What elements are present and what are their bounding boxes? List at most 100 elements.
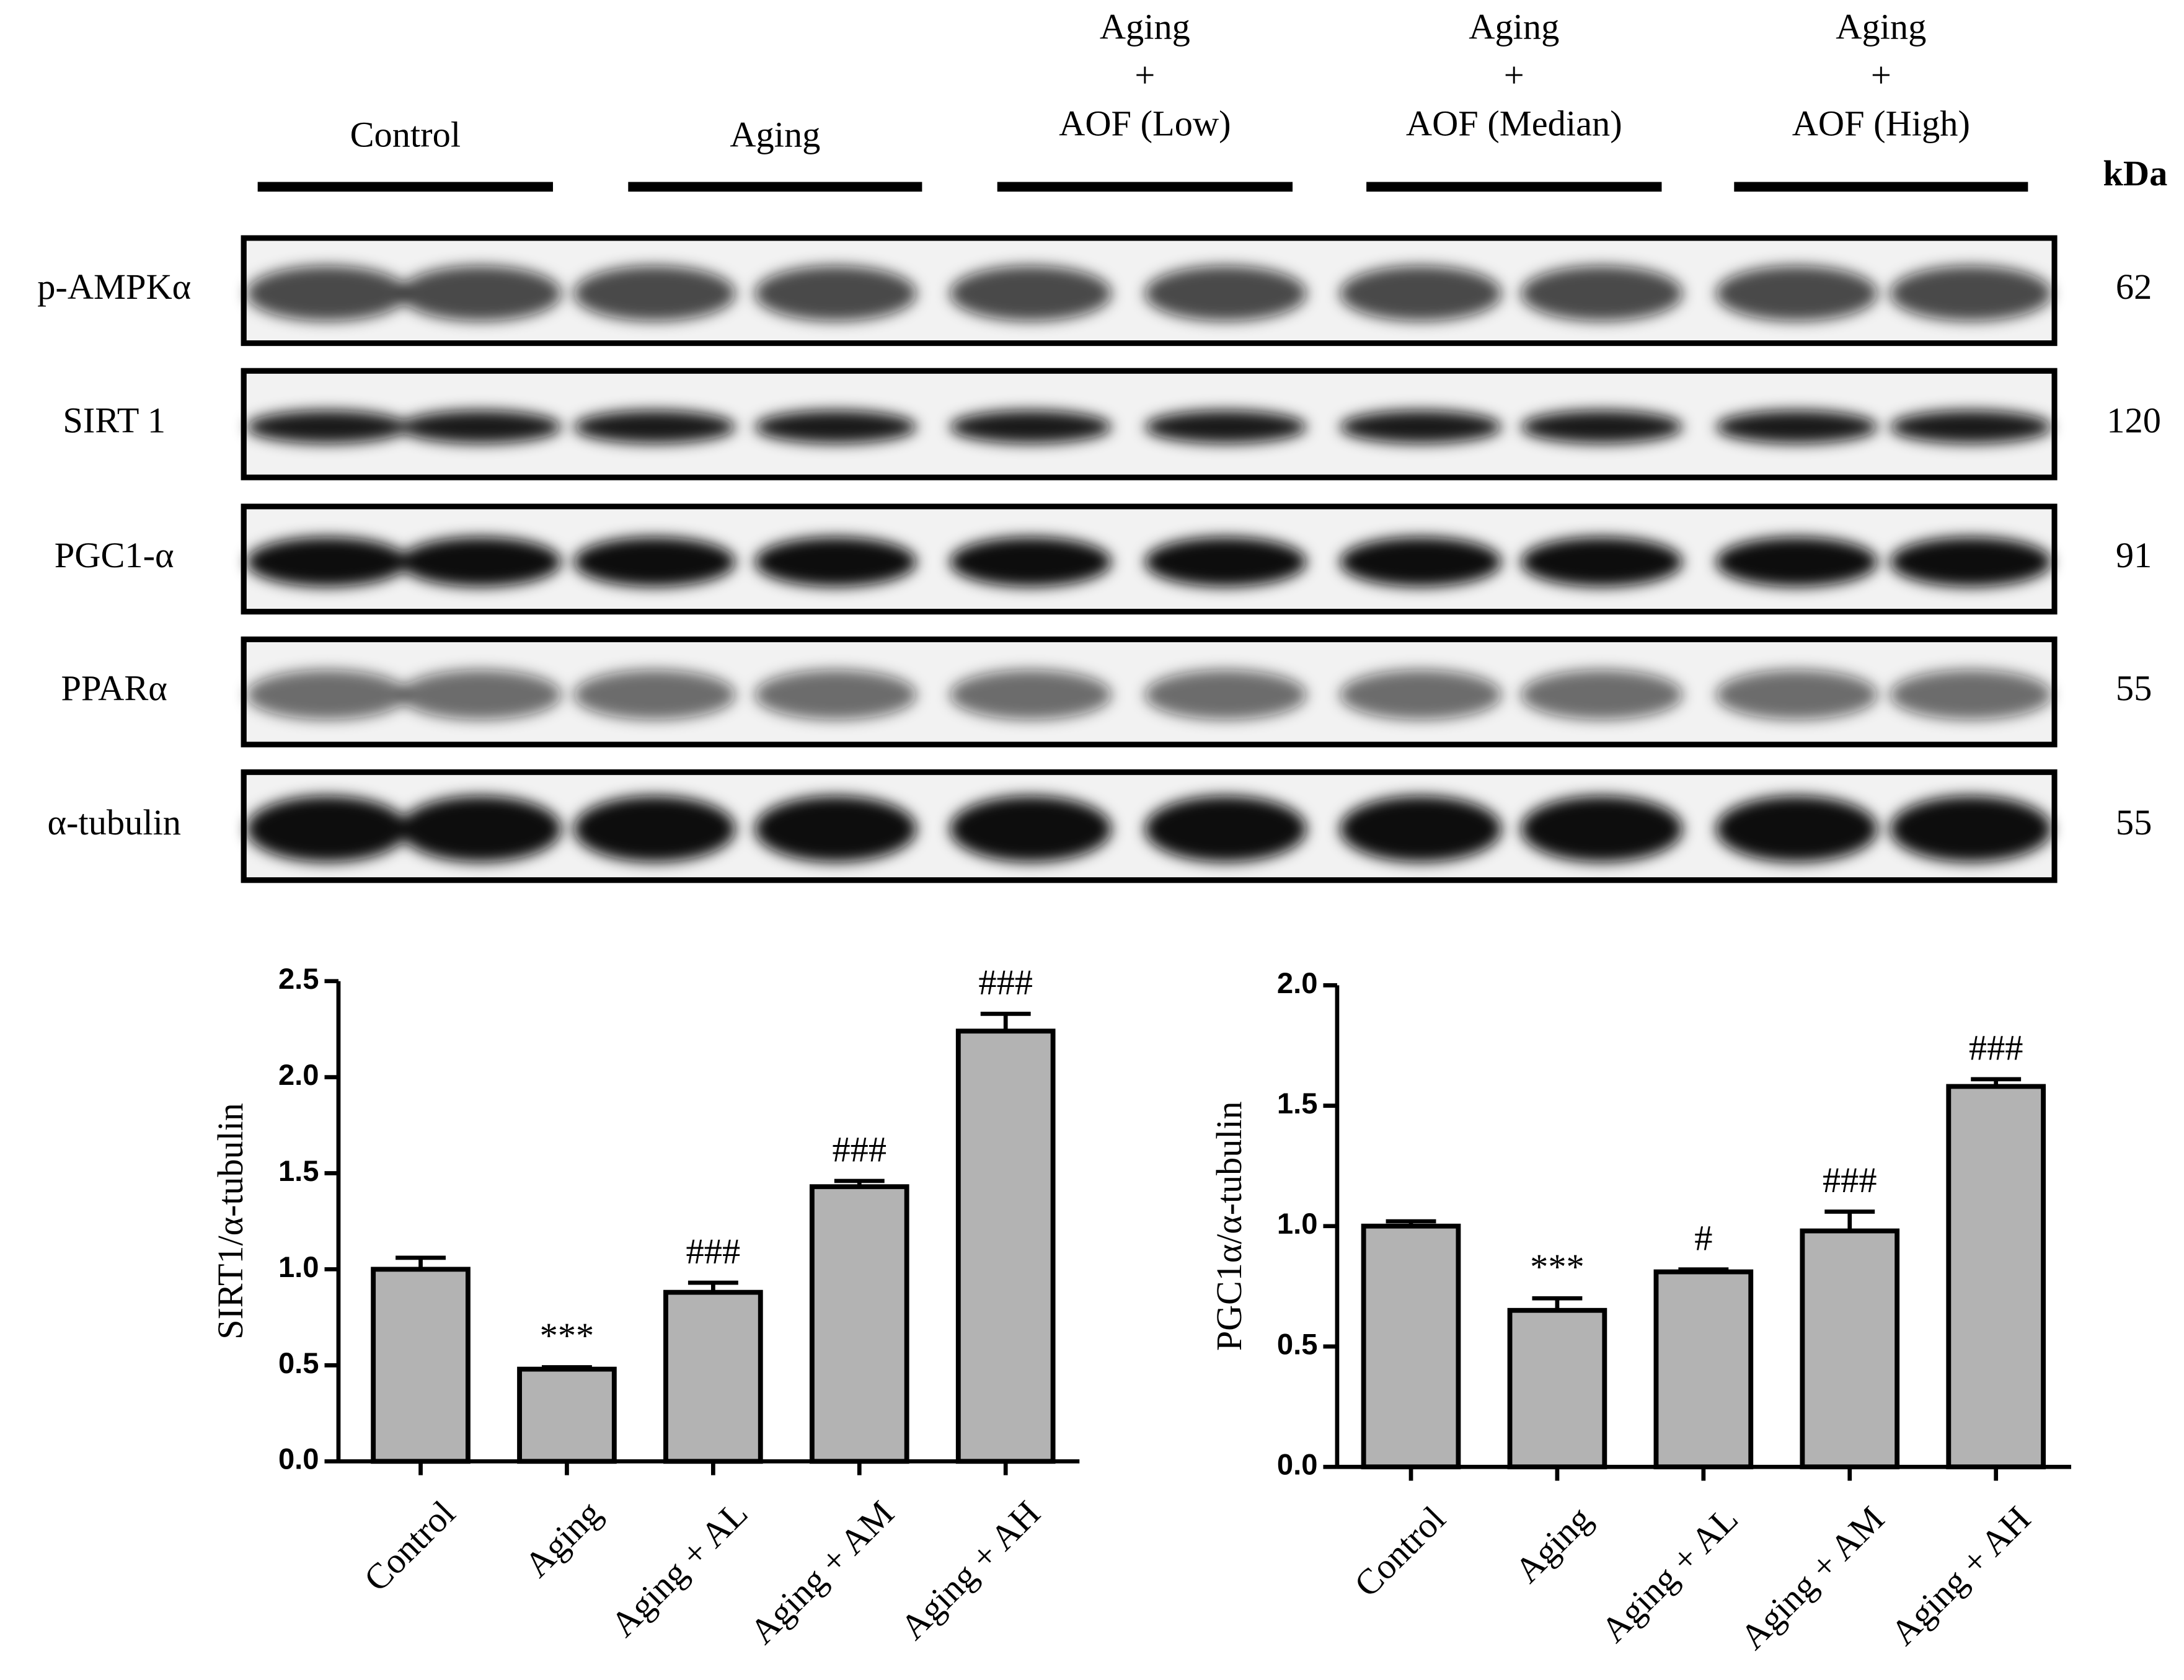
protein-label: α-tubulin bbox=[47, 802, 181, 842]
bands bbox=[246, 537, 2052, 587]
y-tick-label: 0.0 bbox=[278, 1443, 319, 1475]
band bbox=[754, 670, 917, 720]
band bbox=[399, 537, 562, 587]
band bbox=[1890, 265, 2052, 321]
protein-label: PGC1-α bbox=[55, 535, 174, 575]
bar bbox=[809, 1184, 909, 1464]
band bbox=[573, 265, 736, 321]
group-label: Aging bbox=[1469, 7, 1559, 47]
band bbox=[399, 410, 562, 444]
group-label: + bbox=[1871, 55, 1891, 95]
band bbox=[399, 670, 562, 720]
annotation: ### bbox=[978, 962, 1033, 1002]
band bbox=[399, 795, 562, 862]
band bbox=[1716, 410, 1878, 444]
band bbox=[1521, 265, 1683, 321]
band bbox=[1144, 265, 1307, 321]
band bbox=[950, 670, 1112, 720]
size-label: 55 bbox=[2116, 668, 2152, 709]
y-axis-label: SIRT1/α-tubulin bbox=[210, 1103, 250, 1340]
band bbox=[246, 795, 409, 862]
annotation: ### bbox=[1969, 1028, 2023, 1068]
group-label: Aging bbox=[730, 115, 820, 155]
group-label: AOF (Median) bbox=[1406, 104, 1622, 144]
band bbox=[573, 410, 736, 444]
bar bbox=[1507, 1307, 1607, 1470]
band bbox=[573, 795, 736, 862]
protein-label: SIRT 1 bbox=[63, 400, 166, 441]
band bbox=[1521, 670, 1683, 720]
band bbox=[950, 537, 1112, 587]
x-tick-label: Control bbox=[1346, 1498, 1453, 1604]
bar bbox=[955, 1028, 1056, 1464]
bar bbox=[1653, 1269, 1754, 1470]
band bbox=[950, 795, 1112, 862]
band bbox=[573, 537, 736, 587]
y-tick-label: 2.0 bbox=[1277, 966, 1318, 999]
band bbox=[754, 795, 917, 862]
band bbox=[1716, 265, 1878, 321]
band bbox=[754, 410, 917, 444]
band bbox=[1144, 537, 1307, 587]
protein-label: PPARα bbox=[61, 668, 167, 709]
y-tick-label: 0.5 bbox=[278, 1346, 319, 1379]
band bbox=[950, 265, 1112, 321]
x-tick-label: Aging + AM bbox=[1732, 1498, 1892, 1657]
annotation: ### bbox=[832, 1130, 886, 1170]
blot-border bbox=[241, 235, 2058, 347]
annotation: ### bbox=[1823, 1160, 1877, 1200]
y-tick-label: 0.5 bbox=[1277, 1328, 1318, 1361]
band bbox=[246, 265, 409, 321]
band bbox=[1144, 670, 1307, 720]
y-tick-label: 0.0 bbox=[1277, 1448, 1318, 1481]
band bbox=[1716, 537, 1878, 587]
y-tick-label: 1.5 bbox=[278, 1154, 319, 1187]
x-tick-label: Aging + AL bbox=[603, 1493, 755, 1644]
bands bbox=[246, 670, 2052, 720]
bands bbox=[246, 265, 2052, 321]
band bbox=[1340, 670, 1502, 720]
bar bbox=[663, 1289, 763, 1464]
group-label: + bbox=[1504, 55, 1524, 95]
blot-border bbox=[241, 636, 2058, 748]
band bbox=[1144, 795, 1307, 862]
group-label: AOF (High) bbox=[1792, 104, 1970, 144]
bar bbox=[1946, 1084, 2046, 1470]
group-label: Aging bbox=[1100, 7, 1190, 47]
y-tick-label: 1.5 bbox=[1277, 1087, 1318, 1120]
band bbox=[246, 410, 409, 444]
y-axis-label: PGC1α/α-tubulin bbox=[1209, 1102, 1249, 1351]
band bbox=[1716, 795, 1878, 862]
unit-label: kDa bbox=[2103, 153, 2167, 193]
band bbox=[399, 265, 562, 321]
x-tick-label: Aging + AH bbox=[1883, 1498, 2038, 1653]
annotation: ### bbox=[686, 1231, 741, 1271]
band bbox=[573, 670, 736, 720]
x-tick-label: Aging + AH bbox=[893, 1493, 1048, 1647]
band bbox=[754, 265, 917, 321]
band bbox=[1144, 410, 1307, 444]
annotation: *** bbox=[540, 1315, 595, 1356]
x-tick-label: Control bbox=[356, 1493, 462, 1599]
annotation: # bbox=[1694, 1218, 1712, 1258]
band bbox=[246, 537, 409, 587]
x-tick-label: Aging + AM bbox=[742, 1493, 902, 1651]
x-tick-label: Aging + AL bbox=[1593, 1498, 1746, 1650]
group-label: AOF (Low) bbox=[1059, 104, 1231, 144]
band bbox=[1521, 795, 1683, 862]
group-label: Aging bbox=[1836, 7, 1926, 47]
bar bbox=[1800, 1228, 1900, 1470]
band bbox=[246, 670, 409, 720]
band bbox=[1340, 537, 1502, 587]
group-label: Control bbox=[350, 115, 461, 155]
band bbox=[754, 537, 917, 587]
band bbox=[1340, 795, 1502, 862]
size-label: 120 bbox=[2107, 400, 2161, 441]
x-tick-label: Aging bbox=[1507, 1498, 1599, 1590]
band bbox=[1521, 410, 1683, 444]
band bbox=[1890, 795, 2052, 862]
band bbox=[1340, 410, 1502, 444]
blot-border bbox=[241, 368, 2058, 480]
blot-border bbox=[241, 769, 2058, 883]
